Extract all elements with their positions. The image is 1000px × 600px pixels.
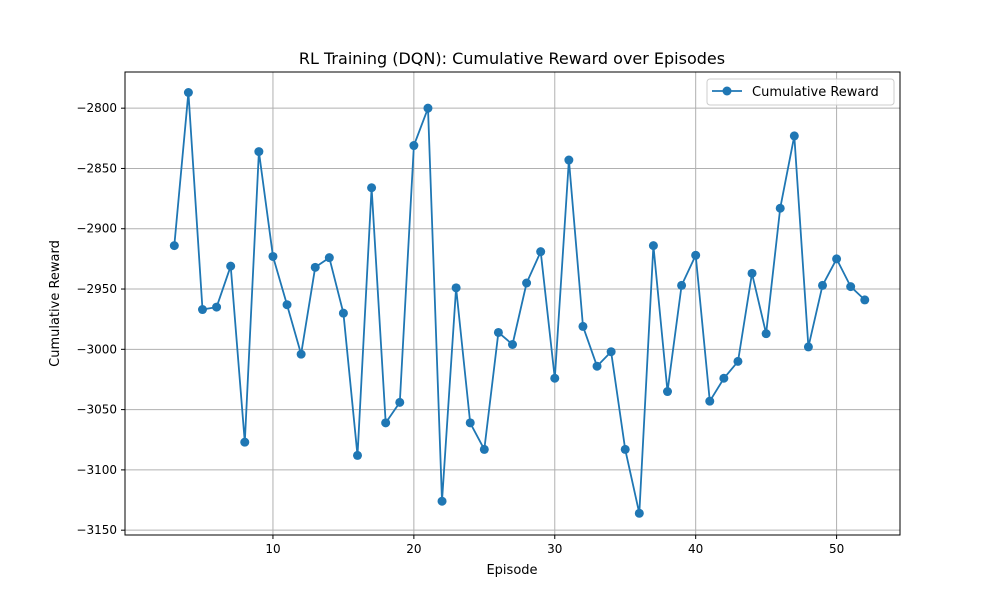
series-polyline — [173, 91, 866, 515]
data-point — [353, 450, 362, 460]
data-point — [381, 418, 391, 428]
series-line — [173, 91, 866, 515]
data-point — [634, 508, 644, 518]
x-tick-label: 40 — [688, 542, 703, 556]
y-tick-label: −2850 — [76, 161, 117, 175]
grid — [125, 72, 900, 535]
data-point — [789, 131, 799, 141]
y-axis: −2800 −2850 −2900 −2950 −3000 −3050 −3100 −3150 — [76, 101, 125, 537]
data-point — [183, 87, 193, 97]
data-point — [508, 339, 517, 349]
data-point — [705, 396, 715, 406]
data-point — [465, 418, 475, 428]
legend: Cumulative Reward — [706, 78, 895, 106]
data-point — [338, 308, 348, 318]
data-point — [620, 444, 630, 454]
series-markers — [169, 87, 870, 518]
data-point — [691, 250, 701, 260]
data-point — [254, 147, 264, 157]
data-point — [395, 397, 405, 407]
x-tick-label: 50 — [829, 542, 844, 556]
data-point — [733, 356, 743, 366]
data-point — [648, 241, 658, 251]
data-point — [592, 361, 602, 371]
data-point — [268, 251, 278, 261]
data-point — [409, 141, 419, 151]
x-tick-label: 20 — [406, 542, 421, 556]
data-point — [860, 295, 870, 305]
data-point — [564, 155, 574, 165]
data-point — [296, 349, 306, 359]
chart-title: RL Training (DQN): Cumulative Reward ove… — [299, 49, 725, 68]
y-tick-label: −2800 — [76, 101, 117, 115]
data-point — [451, 283, 461, 293]
data-point — [282, 300, 292, 310]
y-tick-label: −2950 — [76, 282, 117, 296]
data-point — [226, 261, 236, 271]
y-tick-label: −3000 — [76, 342, 117, 356]
data-point — [775, 203, 785, 213]
y-tick-label: −2900 — [76, 222, 117, 236]
data-point — [310, 262, 320, 272]
x-axis-label: Episode — [486, 563, 537, 578]
data-point — [846, 282, 856, 292]
data-point — [818, 280, 827, 290]
data-point — [761, 329, 771, 339]
data-point — [324, 253, 334, 263]
y-tick-label: −3150 — [76, 523, 117, 537]
data-point — [578, 321, 588, 331]
data-point — [423, 103, 433, 113]
data-point — [832, 254, 842, 264]
data-point — [677, 280, 687, 290]
data-point — [522, 278, 532, 288]
data-point — [747, 268, 757, 278]
x-axis: 10 20 30 40 50 — [265, 535, 844, 556]
legend-label: Cumulative Reward — [752, 85, 879, 100]
legend-box — [706, 78, 895, 106]
data-point — [550, 373, 560, 383]
data-point — [493, 327, 503, 337]
data-point — [536, 247, 546, 257]
data-point — [663, 387, 672, 397]
legend-marker — [722, 86, 732, 96]
plot-frame — [124, 71, 901, 536]
data-point — [198, 305, 207, 315]
y-axis-label: Cumulative Reward — [48, 240, 63, 367]
data-point — [212, 302, 222, 312]
data-point — [240, 437, 250, 447]
data-point — [479, 444, 489, 454]
y-tick-label: −3100 — [76, 463, 117, 477]
data-point — [437, 496, 447, 506]
x-tick-label: 30 — [547, 542, 562, 556]
data-point — [169, 241, 179, 251]
x-tick-label: 10 — [265, 542, 280, 556]
data-point — [719, 373, 729, 383]
data-point — [367, 183, 377, 193]
y-tick-label: −3050 — [76, 403, 117, 417]
data-point — [803, 342, 813, 352]
data-point — [606, 347, 616, 357]
